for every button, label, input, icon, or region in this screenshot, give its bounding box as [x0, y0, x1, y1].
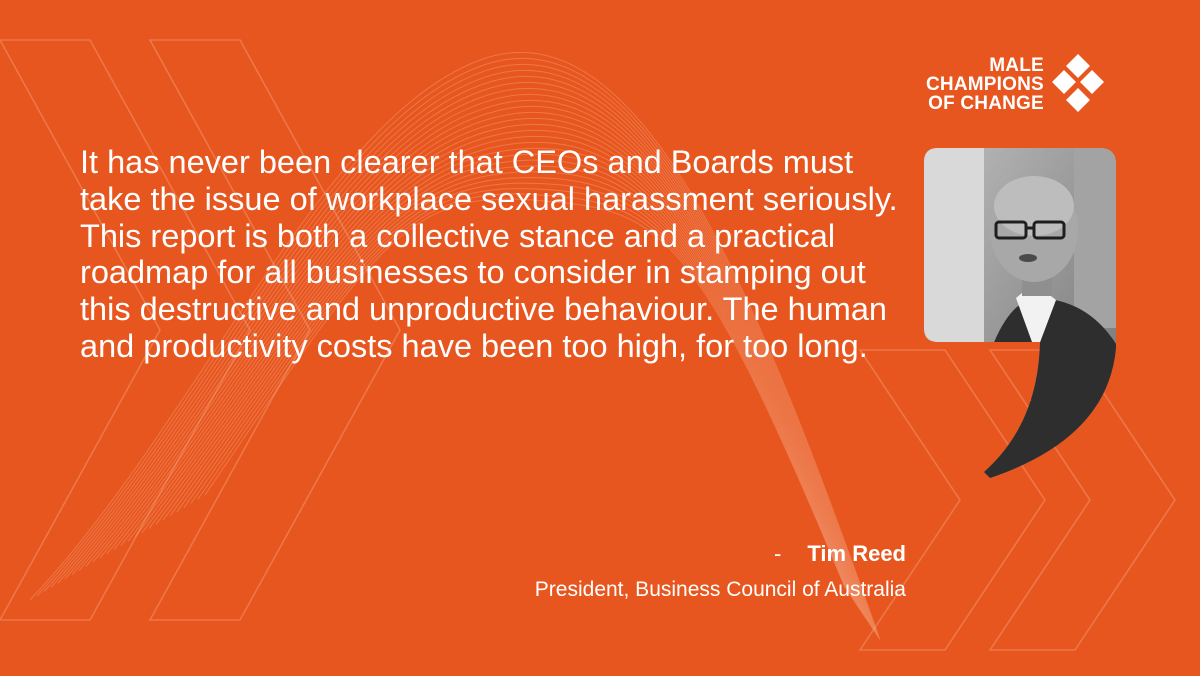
attribution-dash: -	[774, 541, 782, 566]
wave-lines	[29, 51, 881, 641]
wave-line	[64, 82, 874, 630]
wave-line	[71, 87, 873, 628]
wave-line	[120, 129, 863, 613]
wave-line	[169, 171, 853, 599]
logo-line-2: CHAMPIONS	[926, 73, 1044, 95]
right-chevron-outline-1	[858, 349, 1046, 651]
wave-line	[92, 105, 868, 622]
quote-text: It has never been clearer that CEOs and …	[80, 144, 898, 364]
speaker-title: President, Business Council of Australia	[534, 578, 906, 601]
diamond-logo-icon	[1051, 54, 1104, 112]
wave-line	[183, 182, 850, 594]
wave-line	[78, 93, 871, 626]
wave-line	[106, 117, 866, 618]
left-chevron-outline-1	[0, 39, 251, 621]
wave-line	[50, 70, 877, 634]
speaker-name: Tim Reed	[807, 541, 906, 566]
wave-line	[204, 198, 846, 588]
left-chevron-outline-2	[148, 39, 401, 621]
wave-line	[162, 165, 854, 601]
wave-line	[85, 99, 870, 624]
wave-line	[99, 111, 867, 620]
wave-line	[29, 51, 881, 641]
wave-line	[57, 76, 875, 632]
wave-line	[127, 135, 861, 611]
wave-line	[155, 159, 856, 603]
logo-wordmark: MALE CHAMPIONS OF CHANGE	[926, 56, 1044, 113]
logo-line-1: MALE	[989, 54, 1044, 76]
attribution-name: - Tim Reed	[774, 541, 906, 567]
wave-line	[36, 58, 880, 639]
wave-line	[113, 123, 864, 615]
wave-line	[141, 147, 859, 607]
male-champions-of-change-logo: MALE CHAMPIONS OF CHANGE	[926, 52, 1106, 116]
wave-line	[148, 153, 857, 605]
logo-line-3: OF CHANGE	[928, 92, 1044, 114]
wave-line	[176, 177, 852, 597]
wave-line	[190, 188, 849, 592]
wave-line	[43, 64, 878, 636]
speaker-photo	[924, 148, 1124, 485]
speaker-portrait-image	[924, 148, 1116, 478]
wave-line	[134, 141, 860, 609]
wave-line	[197, 193, 847, 590]
